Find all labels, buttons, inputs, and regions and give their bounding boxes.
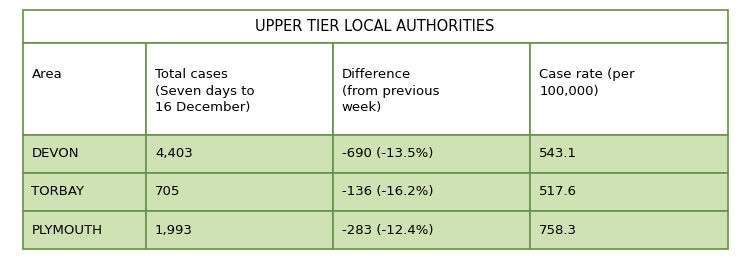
Text: Area: Area <box>32 68 62 81</box>
Bar <box>146 43 333 135</box>
Bar <box>22 10 728 43</box>
Text: -283 (-12.4%): -283 (-12.4%) <box>342 224 433 237</box>
Bar <box>530 43 728 135</box>
Text: 1,993: 1,993 <box>154 224 193 237</box>
Text: Difference
(from previous
week): Difference (from previous week) <box>342 68 439 114</box>
Bar <box>530 211 728 249</box>
Bar <box>146 135 333 173</box>
Bar <box>22 173 146 211</box>
Text: 758.3: 758.3 <box>539 224 577 237</box>
Text: Case rate (per
100,000): Case rate (per 100,000) <box>539 68 634 98</box>
Text: 543.1: 543.1 <box>539 147 577 160</box>
Text: 705: 705 <box>154 186 180 198</box>
Bar <box>333 135 530 173</box>
Text: 4,403: 4,403 <box>154 147 193 160</box>
Bar <box>333 173 530 211</box>
Bar <box>22 211 146 249</box>
Text: PLYMOUTH: PLYMOUTH <box>32 224 103 237</box>
Text: 517.6: 517.6 <box>539 186 577 198</box>
Text: -136 (-16.2%): -136 (-16.2%) <box>342 186 433 198</box>
Text: UPPER TIER LOCAL AUTHORITIES: UPPER TIER LOCAL AUTHORITIES <box>255 19 495 34</box>
Bar <box>333 43 530 135</box>
Bar <box>146 173 333 211</box>
Bar <box>530 173 728 211</box>
Bar <box>22 43 146 135</box>
Bar <box>530 135 728 173</box>
Text: DEVON: DEVON <box>32 147 79 160</box>
Bar <box>22 135 146 173</box>
Text: Total cases
(Seven days to
16 December): Total cases (Seven days to 16 December) <box>154 68 254 114</box>
Text: TORBAY: TORBAY <box>32 186 85 198</box>
Bar <box>333 211 530 249</box>
Text: -690 (-13.5%): -690 (-13.5%) <box>342 147 433 160</box>
Bar <box>146 211 333 249</box>
